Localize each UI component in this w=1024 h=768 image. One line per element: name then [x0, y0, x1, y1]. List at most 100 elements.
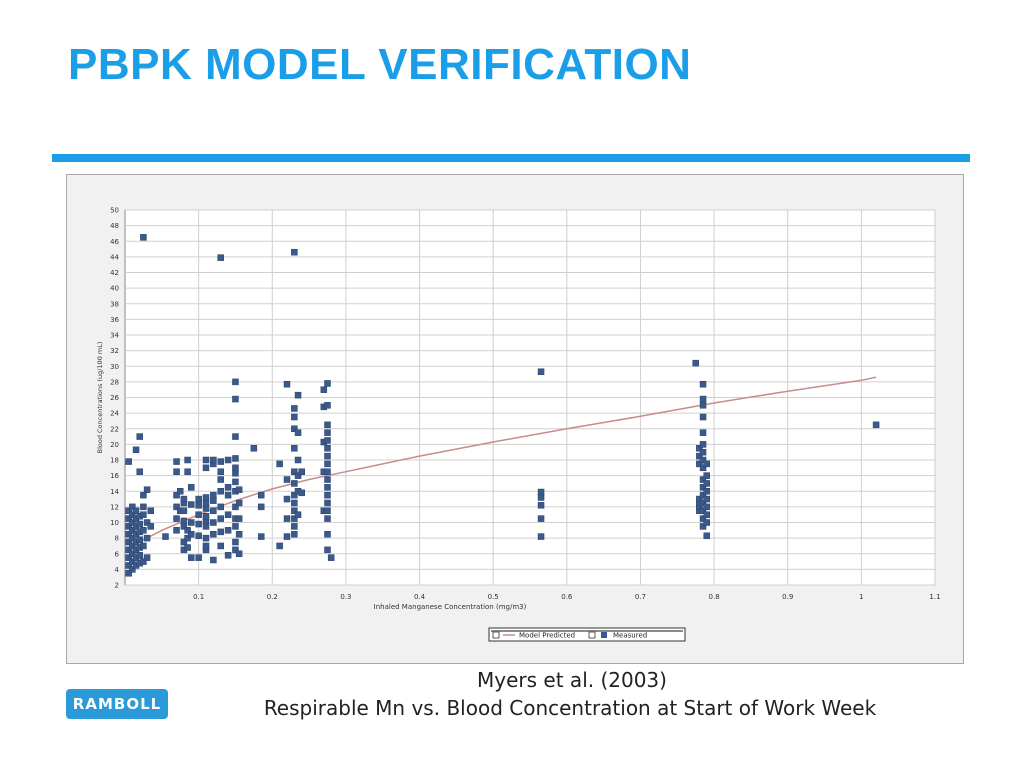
- x-tick-label: 0.7: [635, 593, 646, 601]
- measured-point: [324, 491, 331, 499]
- y-tick-label: 34: [110, 332, 119, 340]
- measured-point: [129, 534, 136, 542]
- measured-point: [125, 458, 132, 465]
- y-tick-label: 28: [110, 378, 119, 386]
- measured-point: [224, 552, 232, 559]
- measured-point: [173, 491, 180, 499]
- measured-point: [291, 491, 298, 499]
- measured-point: [232, 378, 239, 386]
- measured-point: [699, 476, 707, 483]
- measured-point: [537, 515, 545, 522]
- measured-point: [703, 519, 710, 526]
- chart-caption-description: Respirable Mn vs. Blood Concentration at…: [263, 696, 877, 720]
- measured-point: [291, 468, 298, 475]
- measured-point: [136, 536, 143, 543]
- measured-point: [703, 460, 710, 468]
- measured-point: [129, 503, 136, 511]
- measured-point: [232, 470, 239, 477]
- measured-point: [202, 534, 210, 542]
- measured-point: [210, 456, 217, 464]
- measured-point: [324, 460, 331, 468]
- measured-point: [699, 402, 707, 409]
- measured-point: [232, 455, 239, 462]
- measured-point: [291, 530, 298, 538]
- measured-point: [703, 480, 710, 487]
- measured-point: [703, 532, 710, 540]
- measured-point: [703, 503, 710, 511]
- measured-point: [125, 546, 132, 554]
- measured-point: [291, 480, 298, 487]
- measured-point: [276, 542, 283, 550]
- y-tick-label: 20: [110, 441, 119, 449]
- measured-point: [173, 515, 180, 522]
- measured-point: [147, 523, 155, 530]
- y-tick-label: 12: [110, 503, 119, 511]
- measured-point: [257, 503, 265, 511]
- measured-point: [143, 554, 151, 561]
- y-tick-label: 2: [115, 582, 119, 590]
- measured-point: [324, 452, 331, 460]
- x-axis-label: Inhaled Manganese Concentration (mg/m3): [374, 603, 527, 611]
- y-tick-label: 26: [110, 394, 119, 402]
- measured-point: [184, 456, 191, 464]
- measured-point: [132, 446, 140, 454]
- measured-point: [696, 452, 703, 460]
- legend-swatch-measured: [601, 632, 607, 638]
- measured-point: [324, 530, 331, 538]
- y-tick-label: 6: [115, 550, 120, 558]
- measured-point: [699, 429, 707, 436]
- measured-point: [324, 437, 331, 444]
- measured-point: [147, 507, 155, 515]
- measured-point: [291, 507, 298, 515]
- y-tick-label: 48: [110, 222, 119, 230]
- measured-point: [224, 491, 232, 499]
- measured-point: [250, 445, 258, 452]
- measured-point: [294, 456, 302, 464]
- measured-point: [217, 468, 224, 475]
- measured-point: [125, 538, 132, 546]
- measured-point: [180, 495, 188, 503]
- measured-point: [327, 554, 335, 561]
- measured-point: [125, 515, 132, 522]
- measured-point: [195, 495, 202, 503]
- x-tick-label: 1: [859, 593, 863, 601]
- x-tick-label: 1.1: [929, 593, 940, 601]
- measured-point: [699, 464, 707, 472]
- y-tick-label: 44: [110, 253, 119, 261]
- measured-point: [143, 534, 151, 542]
- y-axis-label: Blood Concentrations (ug/100 mL): [96, 342, 104, 454]
- measured-point: [217, 458, 224, 465]
- measured-point: [235, 499, 243, 507]
- measured-point: [699, 448, 707, 456]
- measured-point: [298, 468, 305, 475]
- measured-point: [692, 359, 699, 367]
- measured-point: [232, 478, 239, 486]
- measured-point: [324, 515, 331, 522]
- legend-label-model: Model Predicted: [519, 632, 575, 640]
- measured-point: [184, 527, 191, 534]
- x-tick-label: 0.6: [561, 593, 573, 601]
- measured-point: [129, 511, 136, 518]
- measured-point: [184, 534, 191, 542]
- measured-point: [696, 460, 703, 468]
- measured-point: [140, 542, 147, 550]
- measured-point: [537, 533, 545, 540]
- measured-point: [210, 497, 217, 504]
- measured-point: [132, 507, 140, 515]
- measured-point: [232, 546, 239, 554]
- measured-point: [324, 468, 331, 475]
- measured-point: [184, 468, 191, 475]
- measured-point: [224, 484, 232, 491]
- measured-point: [537, 502, 545, 509]
- y-tick-label: 50: [110, 207, 119, 215]
- measured-point: [291, 445, 298, 452]
- measured-point: [703, 472, 710, 479]
- measured-point: [195, 520, 202, 528]
- measured-point: [235, 550, 243, 557]
- measured-point: [125, 523, 132, 530]
- measured-point: [291, 248, 298, 256]
- measured-point: [699, 413, 707, 421]
- measured-point: [173, 468, 180, 475]
- legend-checkbox-measured: [588, 631, 596, 639]
- y-tick-label: 4: [115, 566, 120, 574]
